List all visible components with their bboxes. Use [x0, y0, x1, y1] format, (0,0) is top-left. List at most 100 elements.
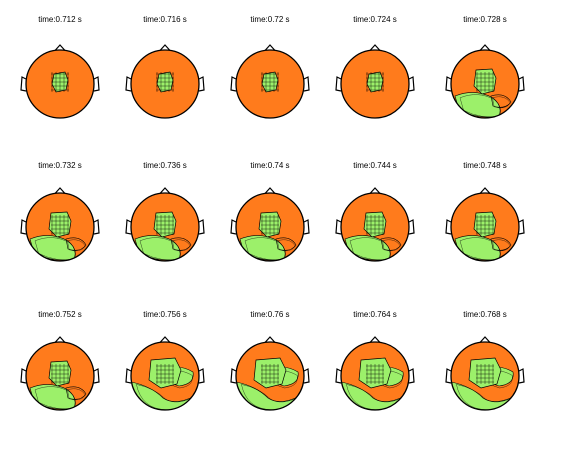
- scalp-topomap: [125, 44, 205, 119]
- panel-title: time:0.752 s: [38, 310, 82, 319]
- scalp-topomap: [445, 336, 525, 411]
- contour-line: [492, 96, 511, 109]
- left-ear-outline: [20, 76, 27, 92]
- nose-outline: [54, 187, 66, 194]
- panel-title: time:0.764 s: [353, 310, 397, 319]
- panel-title: time:0.744 s: [353, 161, 397, 170]
- right-ear-outline: [198, 76, 205, 92]
- panel-title: time:0.724 s: [353, 15, 397, 24]
- head-outline: [340, 192, 410, 262]
- contour-line: [277, 239, 296, 252]
- scalp-topomap: [335, 336, 415, 411]
- right-ear-outline: [303, 76, 310, 92]
- panel-title: time:0.732 s: [38, 161, 82, 170]
- right-ear-outline: [303, 219, 310, 235]
- contour-line: [67, 239, 86, 252]
- nose-outline: [369, 187, 381, 194]
- left-ear-outline: [445, 76, 452, 92]
- contour-line: [34, 237, 76, 260]
- contour-line: [459, 237, 501, 260]
- activation-region: [134, 235, 181, 261]
- left-ear-outline: [335, 76, 342, 92]
- right-ear-outline: [93, 219, 100, 235]
- head-outline: [130, 192, 200, 262]
- scalp-topomap: [445, 187, 525, 262]
- panel-title: time:0.716 s: [143, 15, 187, 24]
- activation-region: [275, 237, 297, 251]
- nose-outline: [159, 187, 171, 194]
- nose-outline: [159, 336, 171, 343]
- nose-outline: [264, 44, 276, 51]
- panel-title: time:0.72 s: [250, 15, 290, 24]
- right-ear-outline: [303, 368, 310, 384]
- scalp-topomap: [445, 44, 525, 119]
- left-ear-outline: [230, 368, 237, 384]
- left-ear-outline: [445, 219, 452, 235]
- left-ear-outline: [125, 219, 132, 235]
- activation-region: [490, 237, 512, 251]
- panel-title: time:0.74 s: [250, 161, 290, 170]
- contour-line: [382, 239, 401, 252]
- right-ear-outline: [93, 368, 100, 384]
- activation-region: [170, 237, 192, 251]
- right-ear-outline: [518, 368, 525, 384]
- activation-region: [454, 235, 501, 261]
- left-ear-outline: [125, 76, 132, 92]
- scalp-topomap: [335, 44, 415, 119]
- left-ear-outline: [20, 368, 27, 384]
- right-ear-outline: [198, 368, 205, 384]
- scalp-topomap: [230, 187, 310, 262]
- panel-title: time:0.728 s: [463, 15, 507, 24]
- nose-outline: [369, 336, 381, 343]
- head-outline: [130, 341, 200, 411]
- nose-outline: [54, 44, 66, 51]
- head-outline: [25, 49, 95, 119]
- activation-region: [454, 92, 501, 118]
- panel-title: time:0.756 s: [143, 310, 187, 319]
- left-ear-outline: [20, 219, 27, 235]
- nose-outline: [369, 44, 381, 51]
- contour-line: [349, 237, 391, 260]
- panel-title: time:0.712 s: [38, 15, 82, 24]
- head-outline: [130, 49, 200, 119]
- right-ear-outline: [408, 368, 415, 384]
- activation-region: [239, 235, 286, 261]
- activation-region: [490, 94, 512, 108]
- activation-region: [65, 237, 87, 251]
- nose-outline: [264, 336, 276, 343]
- contour-line: [459, 94, 501, 117]
- head-outline: [450, 49, 520, 119]
- panel-title: time:0.76 s: [250, 310, 290, 319]
- scalp-topomap: [125, 187, 205, 262]
- scalp-topomap: [125, 336, 205, 411]
- nose-outline: [54, 336, 66, 343]
- left-ear-outline: [335, 219, 342, 235]
- contour-line: [34, 386, 76, 409]
- head-outline: [340, 49, 410, 119]
- left-ear-outline: [230, 219, 237, 235]
- right-ear-outline: [408, 219, 415, 235]
- contour-line: [492, 239, 511, 252]
- scalp-topomap: [20, 187, 100, 262]
- head-outline: [450, 192, 520, 262]
- activation-region: [344, 235, 391, 261]
- left-ear-outline: [230, 76, 237, 92]
- activation-region: [65, 386, 87, 400]
- scalp-topomap: [20, 44, 100, 119]
- contour-line: [67, 388, 86, 401]
- right-ear-outline: [198, 219, 205, 235]
- head-outline: [235, 341, 305, 411]
- nose-outline: [479, 187, 491, 194]
- nose-outline: [159, 44, 171, 51]
- contour-line: [172, 239, 191, 252]
- nose-outline: [479, 44, 491, 51]
- panel-title: time:0.736 s: [143, 161, 187, 170]
- panel-title: time:0.748 s: [463, 161, 507, 170]
- activation-region: [380, 237, 402, 251]
- right-ear-outline: [518, 76, 525, 92]
- nose-outline: [479, 336, 491, 343]
- right-ear-outline: [93, 76, 100, 92]
- contour-line: [244, 237, 286, 260]
- head-outline: [25, 192, 95, 262]
